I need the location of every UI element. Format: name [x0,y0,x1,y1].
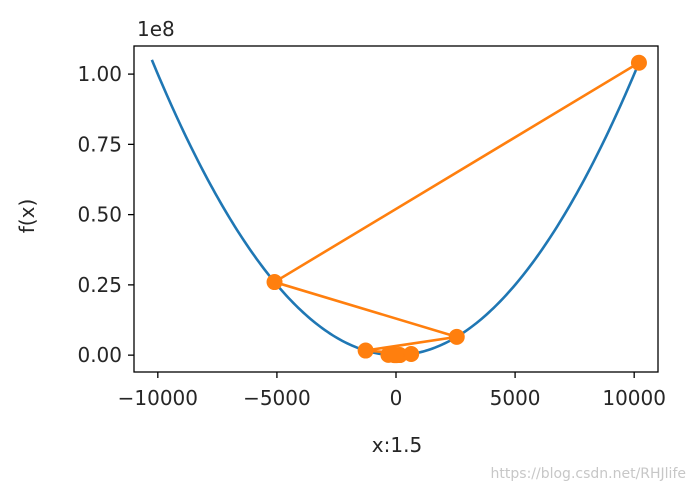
y-tick-label: 0.00 [77,343,122,367]
y-tick-label: 0.75 [77,132,122,156]
watermark: https://blog.csdn.net/RHJlife [490,466,686,482]
y-axis-ticks: 0.00 0.25 0.50 0.75 1.00 [77,62,134,367]
y-axis-label: f(x) [15,199,39,233]
x-axis-ticks: −10000 −5000 0 5000 10000 [118,372,666,410]
trace-point [387,347,404,364]
y-tick-label: 0.25 [77,273,122,297]
trace-point [266,274,283,291]
trace-point [448,328,465,345]
trace-point [630,54,647,71]
x-tick-label: 10000 [602,386,666,410]
trace-point [357,342,374,359]
x-tick-label: −10000 [118,386,198,410]
y-tick-label: 1.00 [77,62,122,86]
y-tick-label: 0.50 [77,203,122,227]
x-tick-label: −5000 [243,386,311,410]
x-axis-label: x:1.5 [372,433,422,457]
y-offset-label: 1e8 [137,17,175,41]
plot-area [133,45,659,373]
x-tick-label: 5000 [490,386,541,410]
x-tick-label: 0 [390,386,403,410]
